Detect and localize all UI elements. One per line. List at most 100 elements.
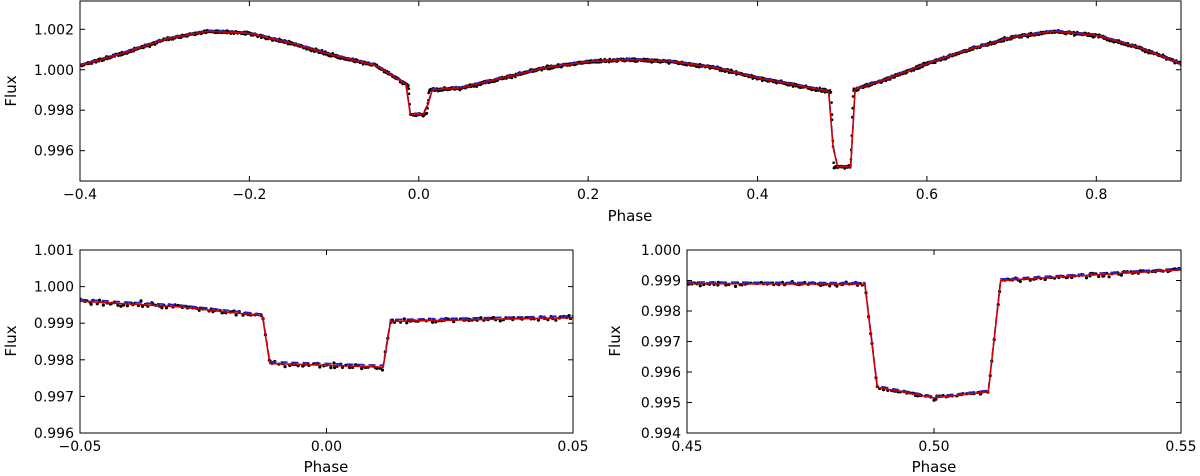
left-model-lines bbox=[80, 298, 573, 368]
data-point bbox=[89, 302, 93, 306]
data-point bbox=[318, 365, 322, 369]
right-y-axis-label: Flux bbox=[606, 325, 624, 356]
data-point bbox=[125, 304, 130, 308]
y-tick-label: 1.000 bbox=[34, 63, 74, 79]
x-tick-label: −0.2 bbox=[232, 187, 266, 203]
left-plot-area bbox=[80, 297, 573, 372]
top-plot-area bbox=[80, 28, 1181, 170]
x-tick-label: 0.45 bbox=[671, 439, 702, 455]
data-point bbox=[1097, 274, 1101, 279]
right-model-lines bbox=[687, 267, 1181, 399]
y-tick-label: 0.996 bbox=[34, 144, 74, 160]
right-x-axis-label: Phase bbox=[912, 458, 957, 476]
data-point bbox=[1018, 279, 1022, 283]
y-tick-label: 0.995 bbox=[641, 396, 681, 412]
top-y-ticks: 0.996 0.998 1.000 1.002 bbox=[34, 22, 1181, 160]
data-point bbox=[119, 304, 123, 308]
data-point bbox=[514, 75, 517, 79]
y-tick-label: 0.998 bbox=[34, 103, 74, 119]
x-tick-label: 0.55 bbox=[1165, 439, 1196, 455]
data-point bbox=[829, 90, 833, 94]
left-axes-frame bbox=[79, 249, 574, 434]
data-point bbox=[510, 76, 514, 80]
y-tick-label: 0.998 bbox=[34, 353, 74, 369]
data-point bbox=[830, 101, 833, 104]
bottom-left-panel: −0.05 0.00 0.05 0.996 0.997 0.998 0.999 1.000 1… bbox=[2, 243, 589, 476]
data-point bbox=[407, 87, 411, 90]
right-plot-area bbox=[687, 266, 1181, 402]
data-point bbox=[698, 284, 702, 288]
data-point bbox=[116, 303, 120, 307]
right-data-points bbox=[687, 266, 1181, 402]
y-tick-label: 0.999 bbox=[34, 316, 74, 332]
y-tick-label: 0.997 bbox=[34, 389, 74, 405]
data-point bbox=[491, 315, 496, 320]
right-y-ticks: 0.994 0.995 0.996 0.997 0.998 0.999 1.000 bbox=[641, 243, 1181, 442]
x-tick-label: 0.8 bbox=[1085, 187, 1107, 203]
data-point bbox=[329, 366, 333, 370]
x-tick-label: 0.50 bbox=[918, 439, 949, 455]
data-point bbox=[479, 316, 483, 320]
right-x-ticks: 0.45 0.50 0.55 bbox=[671, 250, 1197, 455]
data-point bbox=[332, 361, 336, 365]
model-line-blue-dashed bbox=[80, 29, 1181, 167]
y-tick-label: 0.996 bbox=[34, 426, 74, 442]
data-point bbox=[101, 303, 105, 307]
x-tick-label: 0.05 bbox=[557, 439, 588, 455]
data-point bbox=[1084, 276, 1089, 280]
y-tick-label: 0.996 bbox=[641, 365, 681, 381]
data-point bbox=[430, 320, 435, 324]
data-point bbox=[733, 284, 738, 288]
data-point bbox=[407, 84, 410, 87]
top-axes-frame bbox=[79, 0, 1182, 182]
right-axes-frame bbox=[686, 249, 1182, 434]
data-point bbox=[425, 111, 429, 115]
data-point bbox=[835, 284, 839, 288]
model-line-red-solid bbox=[80, 30, 1181, 168]
data-point bbox=[1107, 275, 1111, 279]
x-tick-label: 0.00 bbox=[311, 439, 342, 455]
left-data-points bbox=[80, 297, 573, 372]
data-point bbox=[405, 321, 409, 325]
model-line-red-solid bbox=[80, 300, 573, 368]
bottom-right-panel: 0.45 0.50 0.55 0.994 0.995 0.996 0.997 0.9980.… bbox=[606, 243, 1197, 476]
left-y-axis-label: Flux bbox=[2, 325, 20, 356]
y-tick-label: 1.002 bbox=[34, 22, 74, 38]
data-point bbox=[554, 318, 558, 322]
data-point bbox=[567, 313, 571, 318]
data-point bbox=[851, 95, 855, 98]
top-y-axis-label: Flux bbox=[2, 75, 20, 106]
data-point bbox=[380, 368, 385, 372]
data-point bbox=[536, 318, 541, 322]
y-tick-label: 1.001 bbox=[34, 243, 74, 259]
top-x-ticks: −0.4 −0.2 0.0 0.2 0.4 0.6 0.8 bbox=[63, 1, 1107, 203]
y-tick-label: 0.997 bbox=[641, 335, 681, 351]
data-point bbox=[402, 317, 406, 321]
data-point bbox=[139, 299, 143, 303]
data-point bbox=[283, 365, 287, 369]
top-data-points bbox=[80, 28, 1181, 170]
data-point bbox=[360, 366, 364, 371]
data-point bbox=[234, 313, 238, 317]
x-tick-label: 0.0 bbox=[408, 187, 430, 203]
left-y-ticks: 0.996 0.997 0.998 0.999 1.000 1.001 bbox=[34, 243, 573, 442]
data-point bbox=[407, 92, 411, 96]
x-tick-label: −0.05 bbox=[59, 439, 102, 455]
x-tick-label: 0.2 bbox=[577, 187, 599, 203]
data-point bbox=[164, 306, 169, 310]
model-line-red-solid bbox=[687, 269, 1181, 399]
left-x-axis-label: Phase bbox=[304, 458, 349, 476]
model-line-blue-dashed bbox=[80, 298, 573, 367]
top-model-lines bbox=[80, 29, 1181, 168]
data-point bbox=[148, 45, 151, 49]
y-tick-label: 0.998 bbox=[641, 304, 681, 320]
x-tick-label: 0.4 bbox=[746, 187, 768, 203]
data-point bbox=[1119, 273, 1123, 277]
top-x-axis-label: Phase bbox=[608, 207, 653, 225]
y-tick-label: 0.994 bbox=[641, 426, 681, 442]
data-point bbox=[1173, 61, 1177, 65]
data-point bbox=[888, 78, 892, 81]
x-tick-label: 0.6 bbox=[916, 187, 938, 203]
y-tick-label: 1.000 bbox=[641, 243, 681, 259]
